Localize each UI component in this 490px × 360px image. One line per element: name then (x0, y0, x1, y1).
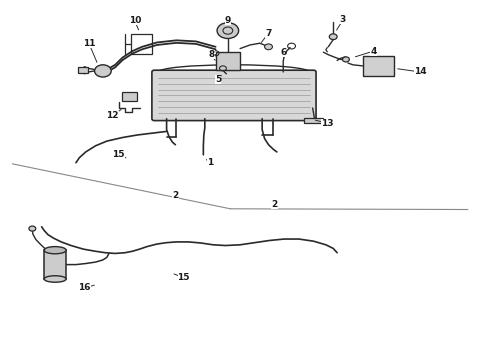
Text: 15: 15 (112, 150, 125, 158)
Bar (363, 56, 394, 76)
Circle shape (95, 65, 111, 77)
Text: 3: 3 (340, 15, 346, 24)
Bar (131, 34, 152, 54)
Text: 16: 16 (78, 284, 91, 292)
Text: 15: 15 (177, 274, 190, 282)
Text: 6: 6 (280, 48, 286, 57)
Text: 7: 7 (265, 29, 272, 37)
Text: 10: 10 (128, 16, 141, 25)
Text: 9: 9 (224, 16, 231, 25)
Circle shape (343, 57, 349, 62)
Text: 12: 12 (106, 111, 119, 120)
FancyBboxPatch shape (152, 70, 316, 121)
Text: 14: 14 (414, 68, 427, 77)
Text: 2: 2 (172, 192, 178, 200)
Bar (78, 67, 88, 73)
Circle shape (329, 34, 337, 40)
Circle shape (265, 44, 272, 50)
Ellipse shape (44, 276, 66, 282)
Text: 11: 11 (83, 40, 96, 49)
Text: 1: 1 (207, 158, 213, 167)
Text: 4: 4 (370, 46, 377, 55)
Ellipse shape (44, 247, 66, 254)
Text: 2: 2 (271, 200, 277, 209)
Bar (122, 92, 137, 101)
Text: 13: 13 (321, 118, 334, 127)
Bar (44, 250, 66, 279)
Bar (304, 118, 323, 123)
Circle shape (217, 23, 239, 39)
Text: 8: 8 (209, 50, 215, 59)
Bar (216, 52, 240, 70)
Text: 5: 5 (215, 76, 221, 85)
Circle shape (29, 226, 36, 231)
